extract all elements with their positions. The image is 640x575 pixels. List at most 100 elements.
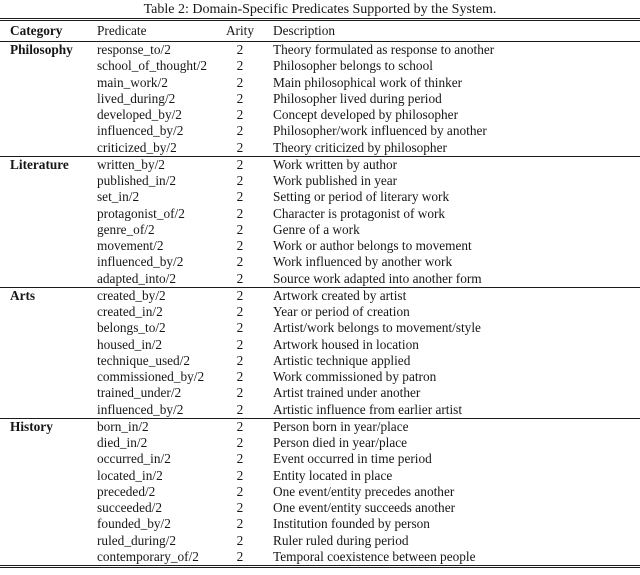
col-header-arity: Arity — [225, 23, 255, 38]
cell-predicate: contemporary_of/2 — [97, 548, 199, 564]
table-row: influenced_by/2 2 Artistic influence from … — [0, 402, 640, 419]
cell-arity: 2 — [236, 418, 244, 434]
cell-predicate: preceded/2 — [97, 483, 156, 499]
cell-predicate: set_in/2 — [97, 189, 140, 205]
cell-predicate: died_in/2 — [97, 435, 148, 450]
cell-predicate: main_work/2 — [97, 74, 168, 90]
cell-description: Artwork housed in location — [273, 336, 419, 352]
cell-category — [0, 549, 97, 567]
header-row: Category Predicate Arity Description — [0, 20, 640, 42]
cell-arity: 2 — [236, 435, 244, 450]
cell-category — [0, 238, 97, 254]
cell-description: One event/entity succeeds another — [273, 500, 456, 515]
cell-arity: 2 — [236, 320, 244, 336]
table-row: ruled_during/2 2 Ruler ruled during period — [0, 533, 640, 549]
table-row: housed_in/2 2 Artwork housed in location — [0, 337, 640, 353]
cell-category: History — [10, 418, 53, 434]
cell-predicate: adapted_into/2 — [97, 270, 177, 286]
col-header-category: Category — [10, 23, 63, 38]
predicates-table: Category Predicate Arity Description Phi… — [0, 18, 640, 568]
section-arts: Arts created_by/2 2 Artwork created by arti… — [0, 287, 640, 418]
cell-description: Entity located in place — [273, 467, 393, 483]
cell-category — [0, 304, 97, 320]
cell-description: Character is protagonist of work — [273, 205, 446, 221]
cell-description: Artwork created by artist — [273, 287, 407, 303]
table-row: created_in/2 2 Year or period of creation — [0, 304, 640, 320]
cell-predicate: genre_of/2 — [97, 221, 155, 237]
cell-description: Philosopher lived during period — [273, 90, 442, 106]
cell-description: Theory formulated as response to another — [273, 42, 495, 57]
col-header-description: Description — [273, 23, 336, 38]
cell-category: Literature — [10, 156, 69, 172]
table-row: died_in/2 2 Person died in year/place — [0, 435, 640, 451]
table-row: Philosophy response_to/2 2 Theory formulate… — [0, 42, 640, 59]
table-row: History born_in/2 2 Person born in year/pla… — [0, 418, 640, 435]
cell-predicate: influenced_by/2 — [97, 254, 184, 270]
table-row: movement/2 2 Work or author belongs to mov… — [0, 238, 640, 254]
cell-arity: 2 — [236, 74, 244, 90]
cell-predicate: school_of_thought/2 — [97, 58, 208, 74]
cell-category — [0, 320, 97, 336]
cell-arity: 2 — [236, 42, 244, 57]
cell-predicate: lived_during/2 — [97, 90, 176, 106]
cell-predicate: created_by/2 — [97, 287, 166, 303]
table-caption: Table 2: Domain-Specific Predicates Supp… — [143, 2, 497, 17]
table-row: school_of_thought/2 2 Philosopher belongs … — [0, 58, 640, 74]
cell-description: Philosopher/work influenced by another — [273, 123, 487, 139]
cell-predicate: housed_in/2 — [97, 336, 163, 352]
cell-description: Artistic influence from earlier artist — [273, 401, 463, 417]
cell-predicate: occurred_in/2 — [97, 451, 171, 467]
cell-predicate: technique_used/2 — [97, 352, 191, 368]
table-row: founded_by/2 2 Institution founded by pers… — [0, 516, 640, 532]
cell-arity: 2 — [236, 500, 244, 515]
cell-description: Artistic technique applied — [273, 352, 411, 368]
cell-arity: 2 — [236, 287, 244, 303]
table-row: main_work/2 2 Main philosophical work of t… — [0, 75, 640, 91]
cell-description: Artist trained under another — [273, 385, 421, 401]
cell-category — [0, 123, 97, 139]
cell-category — [0, 402, 97, 419]
cell-arity: 2 — [236, 548, 244, 564]
table-row: developed_by/2 2 Concept developed by phil… — [0, 107, 640, 123]
cell-arity: 2 — [236, 304, 244, 319]
cell-category — [0, 107, 97, 123]
cell-arity: 2 — [236, 385, 244, 401]
cell-arity: 2 — [236, 352, 244, 368]
cell-predicate: developed_by/2 — [97, 107, 182, 122]
section-history: History born_in/2 2 Person born in year/pla… — [0, 418, 640, 566]
cell-predicate: succeeded/2 — [97, 500, 162, 515]
table-row: belongs_to/2 2 Artist/work belongs to move… — [0, 320, 640, 336]
cell-category — [0, 189, 97, 205]
cell-category — [0, 206, 97, 222]
table-row: adapted_into/2 2 Source work adapted into … — [0, 271, 640, 288]
table-row: published_in/2 2 Work published in year — [0, 173, 640, 189]
cell-category — [0, 353, 97, 369]
cell-predicate: written_by/2 — [97, 156, 165, 172]
cell-description: Person died in year/place — [273, 435, 408, 450]
cell-description: Genre of a work — [273, 221, 360, 237]
table-row: influenced_by/2 2 Philosopher/work influen… — [0, 123, 640, 139]
cell-arity: 2 — [236, 58, 244, 74]
cell-description: Institution founded by person — [273, 516, 430, 532]
table-row: Arts created_by/2 2 Artwork created by arti… — [0, 287, 640, 304]
cell-description: Work written by author — [273, 156, 398, 172]
table-row: Literature written_by/2 2 Work written by a… — [0, 156, 640, 173]
cell-category: Arts — [10, 287, 36, 303]
cell-description: Work commissioned by patron — [273, 369, 437, 384]
cell-category — [0, 58, 97, 74]
cell-arity: 2 — [236, 90, 244, 106]
table-row: set_in/2 2 Setting or period of literary w… — [0, 189, 640, 205]
cell-predicate: published_in/2 — [97, 173, 177, 188]
cell-category — [0, 435, 97, 451]
cell-predicate: response_to/2 — [97, 42, 171, 57]
cell-category — [0, 500, 97, 516]
cell-category — [0, 91, 97, 107]
table-header: Category Predicate Arity Description — [0, 20, 640, 42]
table-row: technique_used/2 2 Artistic technique appl… — [0, 353, 640, 369]
cell-description: Setting or period of literary work — [273, 189, 450, 205]
cell-predicate: trained_under/2 — [97, 385, 182, 401]
cell-category — [0, 516, 97, 532]
table-row: lived_during/2 2 Philosopher lived during … — [0, 91, 640, 107]
cell-category: Philosophy — [10, 42, 73, 57]
